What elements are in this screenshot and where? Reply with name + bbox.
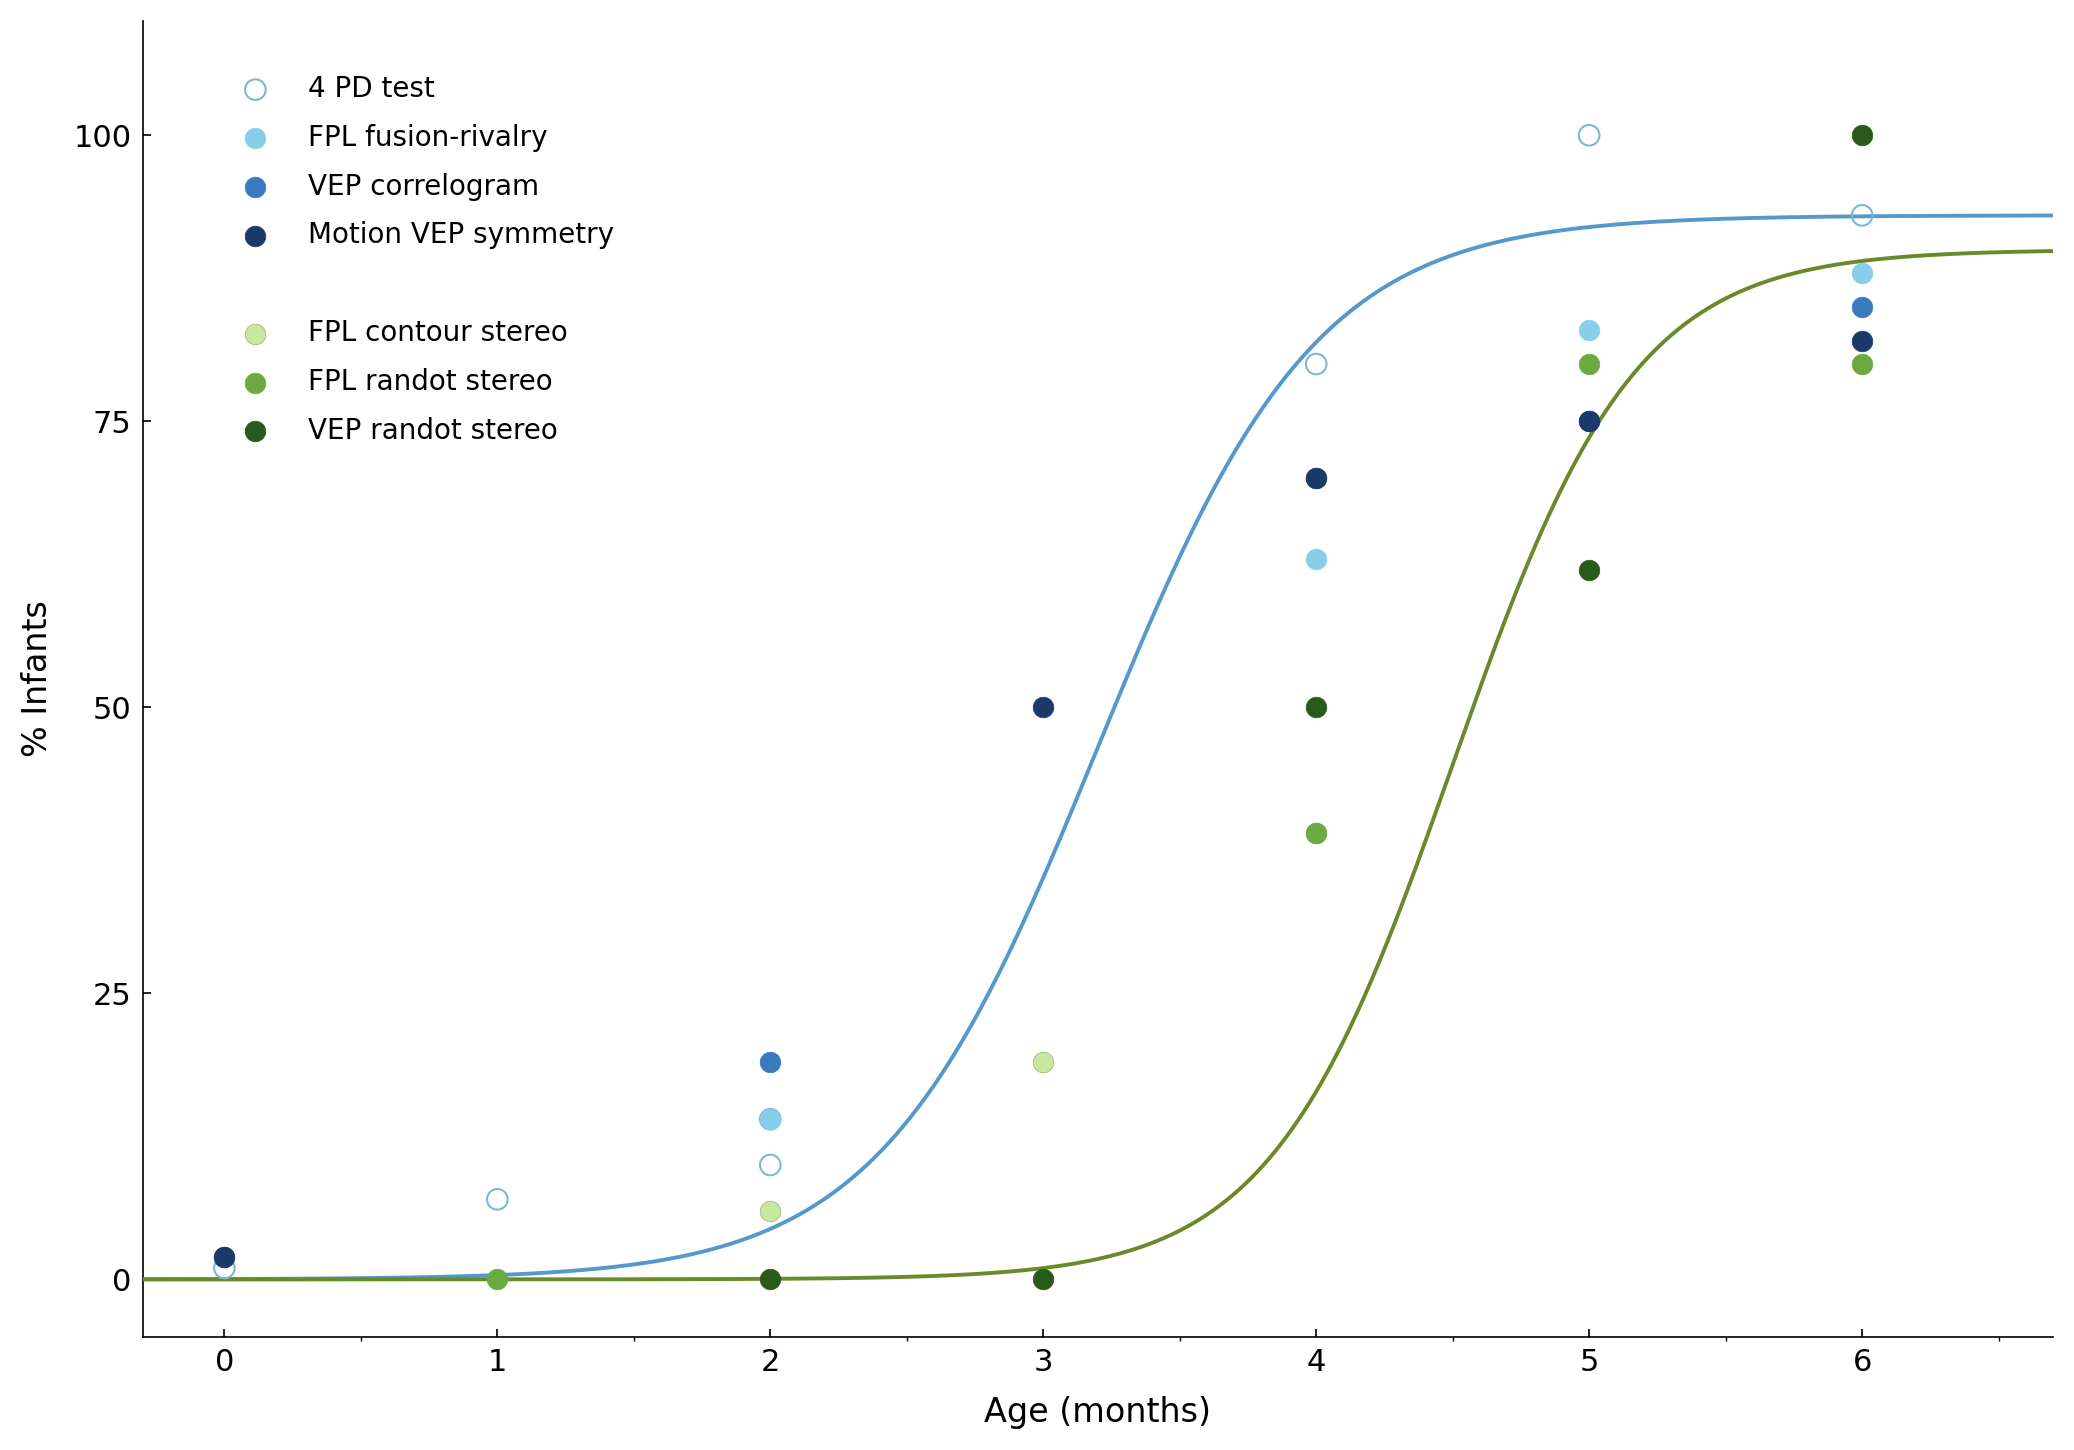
Point bbox=[1846, 204, 1879, 228]
Point bbox=[1300, 822, 1334, 845]
Point bbox=[1572, 410, 1605, 434]
Point bbox=[207, 1246, 241, 1269]
Point bbox=[1300, 467, 1334, 490]
Point bbox=[753, 1108, 786, 1131]
Point bbox=[207, 1246, 241, 1269]
Point bbox=[1027, 1267, 1060, 1290]
Point bbox=[1300, 352, 1334, 376]
Point bbox=[1846, 123, 1879, 146]
Point bbox=[753, 1199, 786, 1222]
Point bbox=[1300, 467, 1334, 490]
Point bbox=[1572, 352, 1605, 376]
Point bbox=[1027, 696, 1060, 719]
Y-axis label: % Infants: % Infants bbox=[21, 600, 54, 757]
X-axis label: Age (months): Age (months) bbox=[985, 1396, 1211, 1430]
Point bbox=[1846, 352, 1879, 376]
Point bbox=[1846, 329, 1879, 352]
Point bbox=[481, 1188, 514, 1211]
Point bbox=[753, 1050, 786, 1073]
Point bbox=[1300, 822, 1334, 845]
Point bbox=[1572, 318, 1605, 341]
Point bbox=[753, 1153, 786, 1176]
Point bbox=[1572, 410, 1605, 434]
Point bbox=[1846, 296, 1879, 319]
Point bbox=[1572, 558, 1605, 581]
Point bbox=[1572, 123, 1605, 146]
Point bbox=[1846, 261, 1879, 284]
Point bbox=[753, 1267, 786, 1290]
Point bbox=[753, 1108, 786, 1131]
Point bbox=[1027, 1050, 1060, 1073]
Point bbox=[1300, 696, 1334, 719]
Point bbox=[1300, 547, 1334, 570]
Point bbox=[207, 1256, 241, 1279]
Legend: 4 PD test, FPL fusion-rivalry, VEP correlogram, Motion VEP symmetry, , FPL conto: 4 PD test, FPL fusion-rivalry, VEP corre… bbox=[214, 61, 628, 458]
Point bbox=[481, 1267, 514, 1290]
